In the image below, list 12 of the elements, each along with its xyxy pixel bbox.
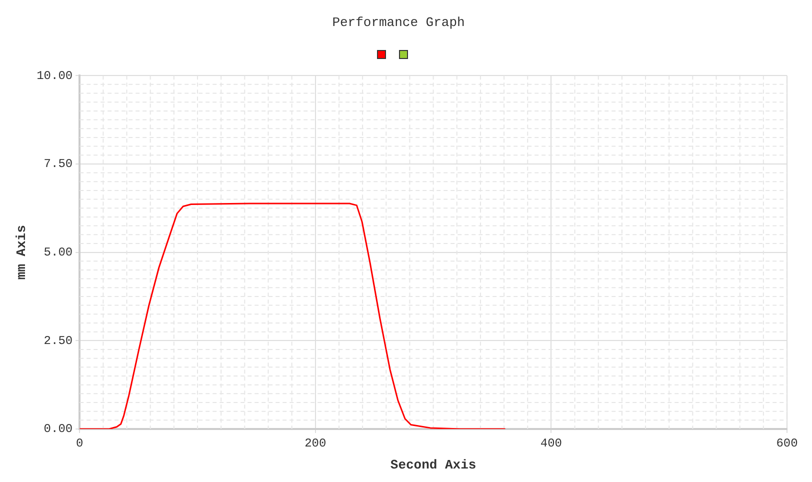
y-axis-title: mm Axis [14,224,30,280]
x-tick-label: 0 [76,436,84,450]
x-tick-label: 400 [540,436,562,450]
x-axis-title: Second Axis [390,457,476,472]
y-tick-label: 2.50 [44,334,73,348]
x-tick-label: 600 [776,436,798,450]
y-tick-label: 7.50 [44,157,73,172]
y-tick-label: 5.00 [44,245,73,260]
chart-title: Performance Graph [332,15,465,30]
y-tick-label: 0.00 [44,422,73,436]
y-tick-label: 10.00 [36,68,73,83]
x-tick-label: 200 [304,436,326,450]
